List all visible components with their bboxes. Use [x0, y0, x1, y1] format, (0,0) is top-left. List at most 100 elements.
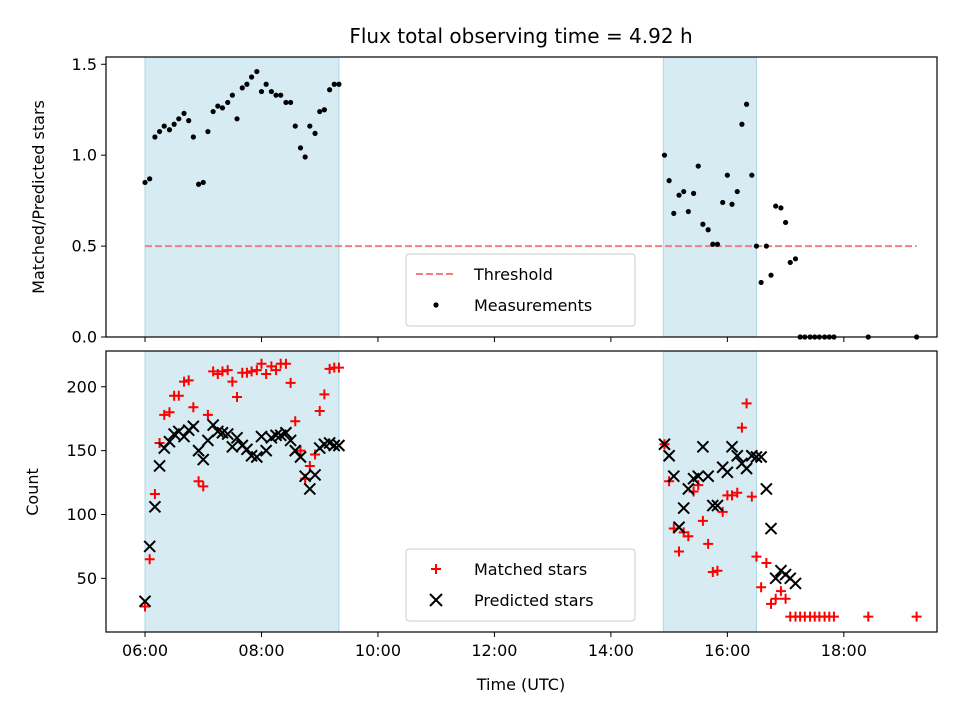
top-y-tick-label-0: 0.0 — [72, 328, 97, 347]
bottom-series-1-point-39 — [328, 439, 341, 452]
top-series-0-point-32 — [297, 145, 304, 151]
bottom-series-1-point-23 — [250, 450, 264, 464]
top-series-0-point-38 — [327, 87, 333, 93]
top-series-0-point-33 — [302, 154, 308, 160]
top-series-0-point-18 — [229, 92, 235, 98]
bottom-x-tick-label-0: 06:00 — [122, 641, 168, 660]
bottom-series-1-point-42 — [662, 449, 676, 462]
bottom-series-0-point-29 — [280, 358, 291, 369]
bottom-series-0-point-36 — [314, 406, 325, 417]
bottom-series-1-point-10 — [187, 420, 200, 433]
bottom-series-0-point-76 — [828, 611, 839, 622]
bottom-series-1-point-45 — [677, 501, 690, 515]
top-series-0-point-63 — [768, 272, 774, 278]
top-legend-label-0: Threshold — [473, 265, 553, 284]
bottom-series-0-point-16 — [217, 366, 228, 377]
bottom-series-0-point-22 — [246, 366, 257, 377]
bottom-x-tick-label-1: 08:00 — [238, 641, 284, 660]
bottom-series-0-point-0 — [140, 601, 151, 612]
bottom-series-0-point-48 — [693, 480, 704, 491]
bottom-series-0-point-46 — [683, 531, 694, 542]
top-series-0-point-47 — [690, 190, 697, 196]
bottom-series-1-point-48 — [692, 469, 705, 483]
bottom-series-0-point-61 — [756, 582, 767, 593]
top-series-0-point-12 — [200, 179, 206, 186]
top-y-tick-label-1: 0.5 — [72, 237, 97, 256]
bottom-series-0-point-51 — [707, 566, 718, 577]
bottom-series-0-point-40 — [333, 362, 344, 373]
top-series-0-point-5 — [166, 127, 173, 133]
bottom-series-1-point-60 — [750, 450, 763, 464]
bottom-series-1-point-49 — [696, 440, 710, 454]
top-legend-box — [405, 253, 636, 327]
y-axis-label-count: Count — [23, 468, 42, 516]
bottom-series-1-point-40 — [332, 439, 346, 452]
bottom-series-1-point-54 — [721, 466, 734, 479]
top-shaded-interval-0 — [144, 56, 340, 338]
bottom-legend-box — [405, 548, 636, 622]
top-series-0-point-62 — [763, 243, 769, 249]
top-series-0-point-51 — [710, 241, 716, 247]
bottom-series-1-point-19 — [230, 431, 244, 445]
bottom-series-0-point-58 — [741, 398, 752, 409]
bottom-series-1-point-55 — [725, 440, 739, 454]
top-panel: 0.0 0.5 1.0 1.5 Threshold Measurements — [72, 55, 938, 347]
bottom-legend: Matched stars Predicted stars — [405, 548, 636, 622]
bottom-series-1-point-33 — [298, 469, 312, 483]
top-series-0-point-49 — [700, 221, 706, 227]
bottom-series-1-point-0 — [138, 595, 152, 608]
top-series-0-point-66 — [782, 219, 789, 226]
bottom-series-1-point-34 — [303, 482, 317, 496]
top-series-0-point-28 — [278, 92, 284, 98]
top-series-0-point-30 — [288, 99, 294, 106]
bottom-x-tick-label-4: 14:00 — [588, 641, 634, 660]
top-series-0-point-23 — [254, 68, 260, 75]
bottom-series-1-point-68 — [789, 577, 802, 590]
top-series-0-point-21 — [244, 81, 250, 87]
top-series-0-point-11 — [195, 181, 202, 187]
bottom-series-0-point-57 — [736, 422, 747, 433]
top-series-0-point-31 — [292, 123, 298, 129]
bottom-series-0-point-9 — [183, 375, 194, 386]
bottom-series-0-point-64 — [770, 593, 781, 604]
bottom-legend-handle-0 — [431, 564, 441, 574]
top-series-0-point-24 — [258, 88, 265, 95]
bottom-series-0-point-5 — [164, 407, 175, 418]
bottom-series-0-point-27 — [271, 365, 282, 376]
bottom-series-0-point-60 — [751, 551, 762, 562]
top-series-0-point-14 — [210, 108, 216, 115]
bottom-series-1-point-13 — [201, 434, 215, 447]
top-series-0-point-15 — [215, 103, 221, 109]
bottom-series-1-point-50 — [701, 469, 715, 483]
top-series-0-point-17 — [225, 99, 231, 106]
bottom-y-tick-label-1: 100 — [66, 505, 97, 524]
bottom-series-1-point-30 — [284, 434, 297, 447]
bottom-series-1-point-18 — [226, 440, 239, 454]
top-series-0-point-46 — [685, 208, 691, 215]
top-series-0-point-44 — [676, 192, 682, 198]
top-series-0-point-19 — [234, 116, 240, 122]
bottom-series-1-point-29 — [279, 426, 293, 439]
bottom-series-1 — [138, 418, 802, 608]
top-axes-frame — [105, 56, 938, 338]
top-series-0-point-48 — [695, 163, 701, 169]
top-series-0-point-36 — [317, 108, 323, 115]
bottom-series-0-point-23 — [251, 365, 262, 376]
top-series-0-point-52 — [714, 241, 721, 247]
top-series-0-point-1 — [147, 176, 153, 182]
top-series-0-point-22 — [248, 74, 255, 80]
bottom-series-1-point-14 — [206, 418, 220, 432]
bottom-series-0-point-24 — [256, 358, 267, 369]
chart-title: Flux total observing time = 4.92 h — [349, 24, 692, 48]
bottom-series-0-point-62 — [761, 558, 772, 569]
top-series-0-point-2 — [152, 134, 158, 140]
bottom-series-0-point-1 — [144, 554, 155, 565]
top-series-0-point-37 — [321, 107, 327, 113]
bottom-series-0-point-66 — [780, 593, 791, 604]
bottom-x-tick-label-3: 12:00 — [471, 641, 517, 660]
bottom-series-0-point-30 — [285, 377, 296, 388]
bottom-series-1-point-64 — [769, 572, 782, 585]
bottom-series-0-point-4 — [159, 409, 170, 420]
bottom-series-0-point-78 — [911, 611, 922, 622]
top-legend: Threshold Measurements — [405, 253, 636, 327]
